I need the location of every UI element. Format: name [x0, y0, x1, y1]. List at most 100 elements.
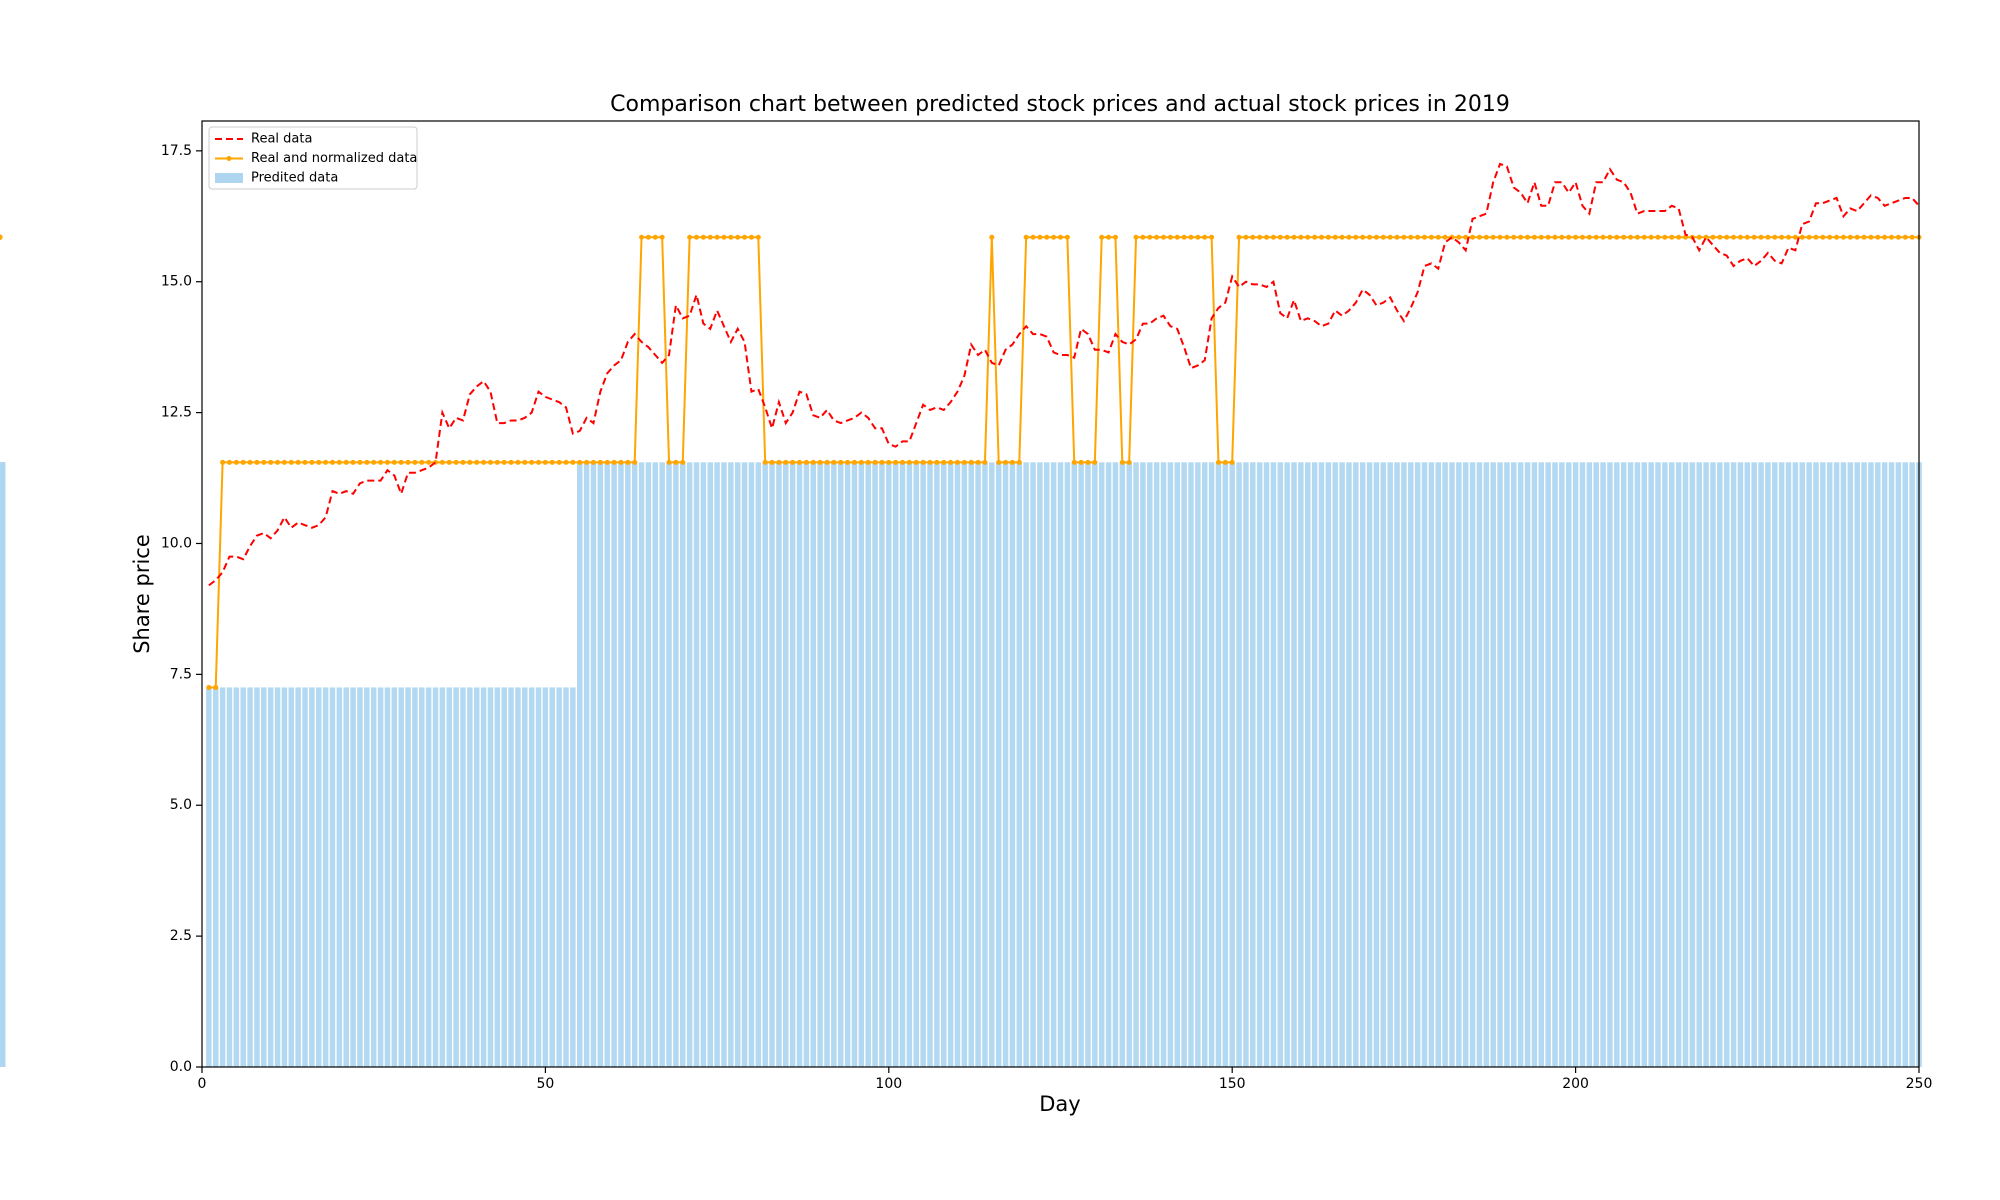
marker — [1751, 234, 1757, 240]
bar — [1888, 462, 1895, 1067]
bar — [1153, 462, 1160, 1067]
bar — [721, 462, 727, 1067]
x-tick-label: 250 — [1906, 1076, 1933, 1092]
bar — [734, 462, 741, 1067]
marker — [501, 459, 507, 465]
bar — [1833, 462, 1840, 1067]
marker — [536, 459, 542, 465]
bar — [350, 687, 356, 1067]
marker — [1373, 234, 1379, 240]
marker — [529, 459, 535, 465]
bar — [1799, 462, 1805, 1067]
marker — [693, 234, 699, 240]
marker — [570, 459, 576, 465]
bar — [906, 462, 913, 1067]
legend-marker — [226, 156, 232, 161]
bar — [1414, 462, 1421, 1067]
marker — [1552, 234, 1558, 240]
bar — [1559, 462, 1565, 1067]
marker — [893, 459, 899, 465]
marker — [1415, 234, 1421, 240]
marker — [378, 459, 384, 465]
marker — [858, 459, 864, 465]
y-tick-label: 0.0 — [170, 1059, 192, 1075]
marker — [776, 459, 782, 465]
marker — [329, 459, 335, 465]
bar — [659, 462, 665, 1067]
marker — [920, 459, 926, 465]
marker — [769, 459, 775, 465]
bar — [831, 462, 837, 1067]
x-tick-label: 150 — [1219, 1076, 1246, 1092]
marker — [405, 459, 411, 465]
bar — [583, 462, 590, 1067]
bar — [384, 687, 391, 1067]
bar — [1346, 462, 1352, 1067]
marker — [1710, 234, 1716, 240]
marker — [1813, 234, 1819, 240]
bar — [432, 687, 439, 1067]
marker — [1030, 234, 1036, 240]
marker — [1215, 459, 1221, 465]
bar — [858, 462, 865, 1067]
legend: Real data Real and normalized data Predite… — [208, 126, 418, 190]
bar — [212, 687, 219, 1067]
marker — [1765, 234, 1771, 240]
marker — [467, 459, 473, 465]
bar — [982, 462, 988, 1067]
marker — [1538, 234, 1544, 240]
bar — [487, 687, 494, 1067]
marker — [680, 459, 686, 465]
bar — [398, 687, 404, 1067]
marker — [797, 459, 803, 465]
bar — [1758, 462, 1764, 1067]
marker — [1504, 234, 1510, 240]
bar — [755, 462, 762, 1067]
marker — [590, 459, 596, 465]
bar — [1078, 462, 1084, 1067]
bar — [1772, 462, 1778, 1067]
marker — [364, 459, 370, 465]
marker — [975, 459, 981, 465]
bar — [412, 687, 418, 1067]
bar — [844, 462, 851, 1067]
marker — [508, 459, 514, 465]
marker — [961, 459, 967, 465]
bar — [1696, 462, 1702, 1067]
bar — [872, 462, 878, 1067]
bar — [1545, 462, 1551, 1067]
bar — [1614, 462, 1620, 1067]
marker — [1270, 234, 1276, 240]
bar — [947, 462, 954, 1067]
marker — [1586, 234, 1592, 240]
bar — [1483, 462, 1490, 1067]
marker — [687, 234, 693, 240]
bar — [1620, 462, 1627, 1067]
marker — [1003, 459, 1009, 465]
bar — [1675, 462, 1682, 1067]
bar — [1476, 462, 1483, 1067]
bar — [1607, 462, 1613, 1067]
bar — [968, 462, 974, 1067]
marker — [268, 459, 274, 465]
x-tick-label: 200 — [1562, 1076, 1589, 1092]
marker — [240, 459, 246, 465]
marker — [1236, 234, 1242, 240]
bar — [1669, 462, 1675, 1067]
bar — [1785, 462, 1792, 1067]
marker — [1078, 459, 1084, 465]
marker — [1264, 234, 1270, 240]
bar — [680, 462, 686, 1067]
marker — [762, 459, 768, 465]
bar — [1222, 462, 1229, 1067]
marker — [556, 459, 562, 465]
bar — [1600, 462, 1606, 1067]
bar — [453, 687, 459, 1067]
marker — [481, 459, 487, 465]
marker — [1250, 234, 1256, 240]
marker — [1902, 234, 1908, 240]
marker — [1181, 234, 1187, 240]
marker — [900, 459, 906, 465]
bar — [1456, 462, 1462, 1067]
bar — [673, 462, 679, 1067]
